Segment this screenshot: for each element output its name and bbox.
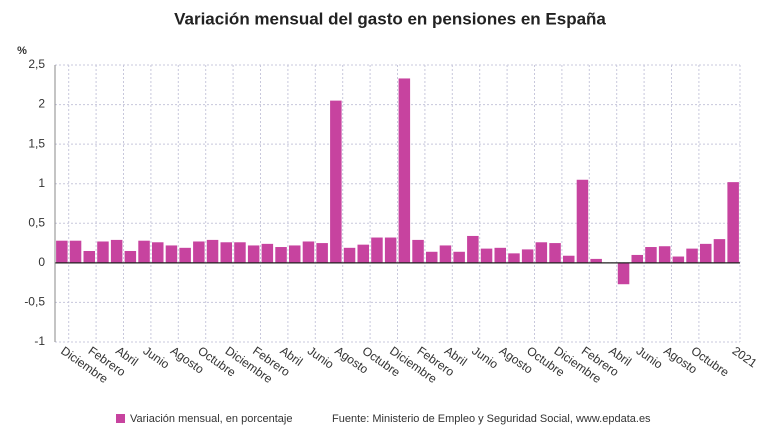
bar <box>631 254 644 263</box>
bar <box>110 239 123 263</box>
chart-title: Variación mensual del gasto en pensiones… <box>174 9 606 28</box>
bar <box>220 242 233 263</box>
bar <box>467 235 479 263</box>
bar <box>453 251 465 263</box>
bar <box>302 241 315 263</box>
legend-label: Variación mensual, en porcentaje <box>130 413 292 425</box>
bar <box>672 256 685 263</box>
y-tick-label: -1 <box>34 334 45 348</box>
bar <box>562 255 575 263</box>
bar <box>234 242 246 263</box>
bar <box>439 245 452 263</box>
bar <box>371 237 383 263</box>
source: Fuente: Ministerio de Empleo y Seguridad… <box>332 413 651 425</box>
y-tick-label: 1,5 <box>28 136 45 150</box>
x-tick-label: Junio <box>634 344 666 372</box>
x-tick-label: Junio <box>141 344 173 372</box>
y-tick-label: 0 <box>38 255 45 269</box>
bar <box>288 245 301 263</box>
y-axis-label: % <box>17 45 27 57</box>
bar <box>508 253 520 263</box>
bar <box>83 250 96 263</box>
bar <box>124 250 137 263</box>
bar <box>97 241 109 263</box>
y-tick-label: 1 <box>38 176 45 190</box>
bar <box>165 245 178 263</box>
bar <box>617 262 630 285</box>
bar <box>56 240 68 263</box>
bar <box>398 78 411 263</box>
bar <box>713 239 726 263</box>
bar <box>261 243 274 263</box>
bar <box>151 242 164 263</box>
bar <box>521 249 534 263</box>
x-tick-label: Junio <box>305 344 337 372</box>
y-tick-label: 2,5 <box>28 57 45 71</box>
bar <box>645 247 657 263</box>
bar <box>480 248 493 263</box>
bar <box>179 247 191 263</box>
x-tick-label: Junio <box>469 344 501 372</box>
y-tick-label: -0,5 <box>24 295 45 309</box>
bar <box>247 245 260 263</box>
bar <box>138 240 150 263</box>
legend-swatch <box>116 414 125 423</box>
bar <box>549 243 561 263</box>
bar <box>535 242 548 263</box>
y-tick-label: 2 <box>38 97 45 111</box>
bar <box>425 251 438 263</box>
bar <box>357 244 370 263</box>
x-tick-label: 2021 <box>730 344 760 371</box>
bar <box>343 247 356 263</box>
bar <box>316 243 328 263</box>
y-tick-label: 0,5 <box>28 215 45 229</box>
bar <box>494 247 507 263</box>
bar <box>699 243 712 263</box>
bar <box>384 237 397 263</box>
bar <box>590 258 602 263</box>
bar <box>686 248 698 263</box>
bar <box>206 239 219 263</box>
bar <box>69 240 82 263</box>
bar <box>412 239 424 263</box>
bar <box>193 241 205 263</box>
bar <box>576 179 589 263</box>
bar <box>727 182 739 263</box>
bar <box>275 247 287 263</box>
bar <box>330 100 342 263</box>
bar <box>658 246 671 263</box>
